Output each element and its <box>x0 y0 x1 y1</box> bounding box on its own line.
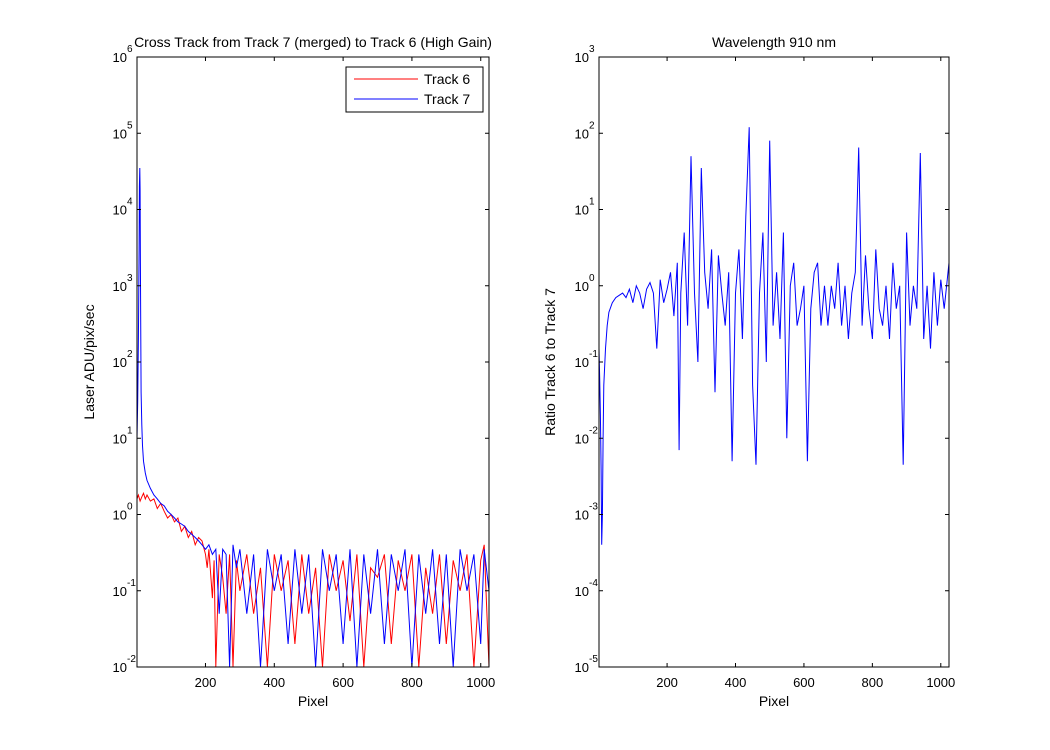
y-tick-label-base: 10 <box>113 584 127 599</box>
y-tick-label-exponent: -5 <box>589 654 598 665</box>
y-tick-label-exponent: -1 <box>589 349 598 360</box>
x-tick-label: 200 <box>656 675 678 690</box>
left-plot-area <box>137 57 489 667</box>
right-ticks: 200 400 600 800 100010-510-410-310-210-11001… <box>575 44 956 690</box>
right-chart-title: Wavelength 910 nm <box>712 34 836 50</box>
legend-box <box>345 66 484 113</box>
right-chart: 200 400 600 800 100010-510-410-310-210-11001… <box>542 34 955 709</box>
y-tick-label-base: 10 <box>113 50 127 65</box>
right-x-axis-label: Pixel <box>759 693 789 709</box>
y-tick-label-base: 10 <box>113 355 127 370</box>
x-tick-label: 1000 <box>466 675 495 690</box>
y-tick-label-exponent: 1 <box>127 425 133 436</box>
left-ticks: 200 400 600 800 100010-210-11001011021031041… <box>113 44 496 690</box>
left-chart: 200 400 600 800 100010-210-11001011021031041… <box>81 34 495 709</box>
left-chart-title: Cross Track from Track 7 (merged) to Tra… <box>134 34 492 50</box>
y-tick-label-exponent: 3 <box>127 273 133 284</box>
x-tick-label: 400 <box>263 675 285 690</box>
y-tick-label-base: 10 <box>575 279 589 294</box>
y-tick-label-base: 10 <box>575 203 589 218</box>
y-tick-label-exponent: -2 <box>127 654 136 665</box>
y-tick-label-exponent: -1 <box>127 578 136 589</box>
y-tick-label-base: 10 <box>113 431 127 446</box>
series-line-1 <box>598 127 950 545</box>
right-plot-area <box>599 57 949 667</box>
y-tick-label-base: 10 <box>575 50 589 65</box>
y-tick-label-base: 10 <box>575 431 589 446</box>
y-tick-label-exponent: 0 <box>589 273 595 284</box>
x-tick-label: 1000 <box>926 675 955 690</box>
y-tick-label-exponent: 3 <box>589 44 595 55</box>
right-y-axis-label: Ratio Track 6 to Track 7 <box>542 288 558 436</box>
left-x-axis-label: Pixel <box>298 693 328 709</box>
legend: Track 6 Track 7 <box>345 66 484 113</box>
x-tick-label: 600 <box>793 675 815 690</box>
y-tick-label-exponent: 1 <box>589 197 595 208</box>
y-tick-label-base: 10 <box>113 126 127 141</box>
y-tick-label-exponent: -2 <box>589 425 598 436</box>
y-tick-label-base: 10 <box>113 203 127 218</box>
y-tick-label-base: 10 <box>113 279 127 294</box>
legend-label-track-6: Track 6 <box>424 71 470 87</box>
x-tick-label: 400 <box>725 675 747 690</box>
y-tick-label-exponent: 5 <box>127 120 133 131</box>
y-tick-label-base: 10 <box>575 584 589 599</box>
y-tick-label-exponent: 0 <box>127 502 133 513</box>
y-tick-label-exponent: 4 <box>127 197 133 208</box>
y-tick-label-base: 10 <box>575 508 589 523</box>
y-tick-label-exponent: 2 <box>127 349 133 360</box>
y-tick-label-exponent: -3 <box>589 502 598 513</box>
legend-label-track-7: Track 7 <box>424 91 470 107</box>
y-tick-label-exponent: 2 <box>589 120 595 131</box>
y-tick-label-base: 10 <box>113 508 127 523</box>
x-tick-label: 600 <box>332 675 354 690</box>
x-tick-label: 800 <box>401 675 423 690</box>
y-tick-label-base: 10 <box>113 660 127 675</box>
x-tick-label: 800 <box>862 675 884 690</box>
left-y-axis-label: Laser ADU/pix/sec <box>81 304 97 419</box>
y-tick-label-exponent: -4 <box>589 578 598 589</box>
y-tick-label-exponent: 6 <box>127 44 133 55</box>
y-tick-label-base: 10 <box>575 660 589 675</box>
series-line-track-7 <box>136 167 490 668</box>
y-tick-label-base: 10 <box>575 355 589 370</box>
right-series-group <box>598 127 950 545</box>
y-tick-label-base: 10 <box>575 126 589 141</box>
series-line-track-6 <box>136 491 490 668</box>
left-series-group <box>136 167 490 668</box>
x-tick-label: 200 <box>195 675 217 690</box>
